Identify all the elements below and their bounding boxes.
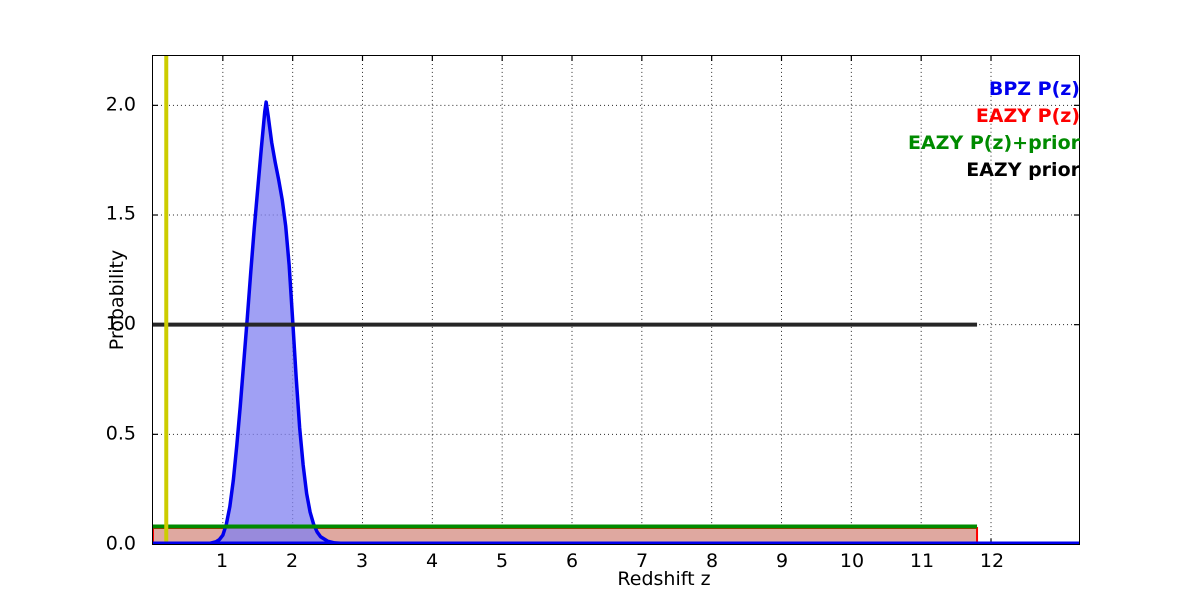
x-tick-label: 4 [425,550,439,572]
legend-item-eazy: EAZY P(z) [975,104,1080,127]
legend: BPZ P(z) EAZY P(z) EAZY P(z)+prior EAZY … [908,76,1080,184]
legend-item-eazy-pz-prior: EAZY P(z)+prior [907,131,1080,154]
chart-canvas [153,56,1079,544]
x-tick-label: 7 [635,550,649,572]
x-axis-title: Redshift z [0,568,1200,590]
x-tick-label: 12 [979,550,1005,572]
zspec-marker-line [153,56,1079,544]
x-tick-label: 1 [215,550,229,572]
y-tick-label: 0.5 [105,422,136,445]
x-tick-label: 2 [285,550,299,572]
x-tick-label: 11 [909,550,935,572]
x-tick-label: 6 [565,550,579,572]
eazy-pz-fill [153,527,978,544]
x-tick-label: 10 [839,550,865,572]
y-tick-label: 1.0 [105,312,136,335]
legend-item-bpz: BPZ P(z) [988,78,1080,100]
x-axis-title-text: Redshift z [617,568,711,590]
y-tick-label: 1.5 [105,202,136,225]
legend-item-eazy-prior: EAZY prior [966,158,1080,181]
x-tick-label: 8 [705,550,719,572]
x-tick-label: 3 [355,550,369,572]
plot-area [152,55,1080,545]
x-tick-label: 5 [495,550,509,572]
y-tick-label: 2.0 [105,93,136,116]
x-tick-label: 9 [775,550,789,572]
y-tick-label: 0.0 [105,532,136,555]
bpz-pz-fill [153,102,1079,544]
plot-clip [153,56,1079,544]
y-tick-labels: 0.0 0.5 1.0 1.5 2.0 [0,0,144,600]
